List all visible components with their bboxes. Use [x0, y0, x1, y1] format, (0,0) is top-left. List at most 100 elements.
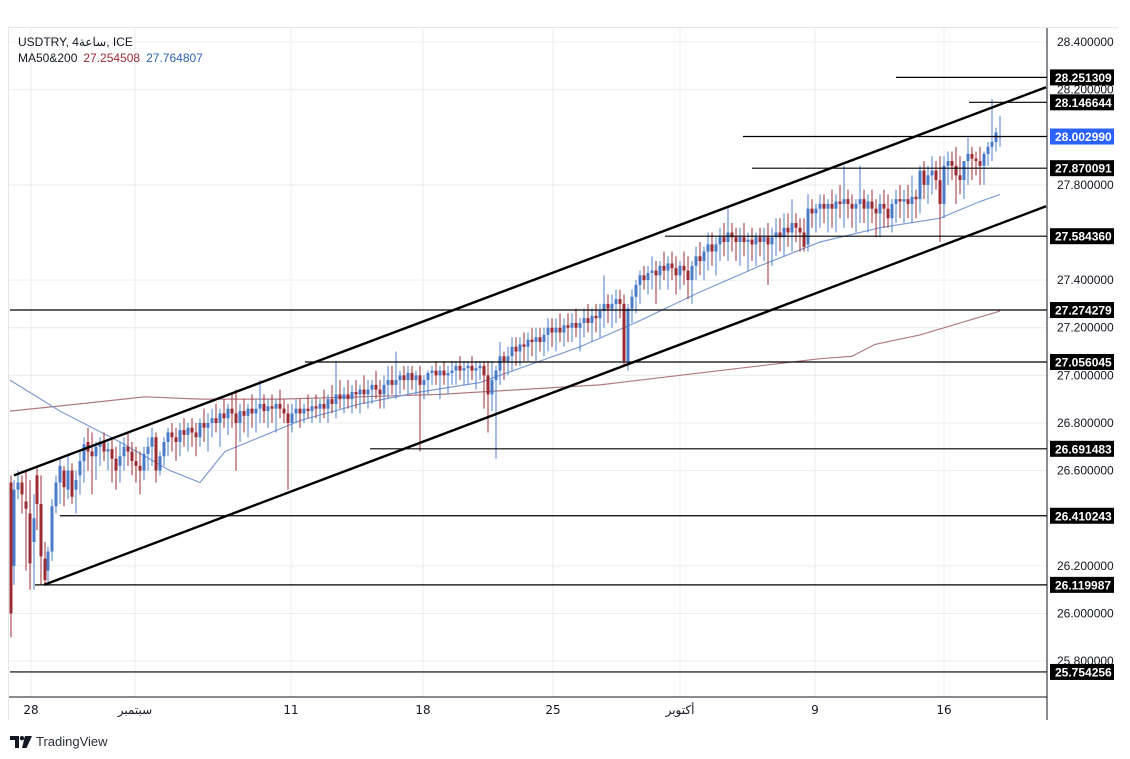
- tradingview-brand[interactable]: TradingView: [10, 734, 108, 749]
- candle-body: [970, 153, 974, 159]
- candle: [870, 189, 874, 223]
- candle-body: [210, 418, 214, 423]
- level-label[interactable]: 27.870091: [1055, 162, 1112, 176]
- candle: [578, 318, 582, 352]
- candle: [306, 394, 310, 419]
- current-price-label[interactable]: 28.002990: [1055, 130, 1112, 144]
- candle-body: [338, 394, 342, 400]
- time-scale[interactable]: 28 سبتمبر 11 18 25 أكتوبر 9 16: [23, 702, 951, 718]
- price-tick-label: 26.800000: [1057, 416, 1114, 430]
- candle-body: [450, 370, 454, 373]
- level-label-bg[interactable]: [1050, 507, 1114, 524]
- candle: [906, 184, 910, 219]
- trend-channel[interactable]: [13, 86, 1047, 586]
- level-label[interactable]: 28.251309: [1055, 71, 1112, 85]
- candle: [366, 380, 370, 409]
- candle-body: [850, 203, 854, 209]
- candle-body: [918, 170, 922, 200]
- candle-body: [722, 237, 726, 243]
- candle: [28, 480, 32, 590]
- candle: [342, 387, 346, 414]
- candle-body: [718, 237, 722, 245]
- candle: [518, 337, 522, 366]
- candle: [666, 256, 670, 290]
- level-label[interactable]: 28.146644: [1055, 96, 1112, 110]
- candle: [918, 165, 922, 214]
- candle: [526, 332, 530, 362]
- candle-body: [158, 456, 162, 471]
- candle-body: [786, 227, 790, 233]
- candle-body: [106, 449, 110, 452]
- candle-body: [746, 239, 750, 243]
- candle-body: [986, 146, 990, 154]
- candle-body: [626, 308, 630, 362]
- candle: [494, 365, 498, 459]
- candle-body: [32, 518, 36, 543]
- candle-body: [618, 299, 622, 304]
- candle: [958, 156, 962, 195]
- price-tick-label: 27.400000: [1057, 273, 1114, 287]
- candle: [866, 194, 870, 233]
- candle: [498, 342, 502, 385]
- candle-body: [350, 392, 354, 400]
- candle-body: [802, 232, 806, 247]
- level-label-bg[interactable]: [1050, 440, 1114, 457]
- candle-body: [706, 244, 710, 252]
- candle: [90, 432, 94, 495]
- candle: [254, 399, 258, 433]
- candle-body: [726, 232, 730, 243]
- price-scale[interactable]: 28.400000 28.200000 27.800000 27.400000 27.2…: [1050, 35, 1114, 680]
- level-label[interactable]: 27.274279: [1055, 304, 1112, 318]
- candle: [170, 422, 174, 452]
- level-label[interactable]: 25.754256: [1055, 665, 1112, 679]
- candle: [258, 380, 262, 423]
- candle-body: [28, 513, 32, 564]
- candle-body: [702, 251, 706, 262]
- channel-upper-line[interactable]: [13, 86, 1047, 477]
- level-label[interactable]: 26.691483: [1055, 442, 1112, 456]
- candle-body: [446, 372, 450, 376]
- candle-body: [278, 403, 282, 409]
- candle-body: [650, 270, 654, 273]
- candle-body: [838, 201, 842, 204]
- candle-body: [270, 406, 274, 409]
- level-label-bg[interactable]: [1050, 302, 1114, 319]
- candle: [122, 437, 126, 471]
- level-label[interactable]: 26.119987: [1055, 578, 1111, 592]
- candle: [874, 199, 878, 238]
- level-label-bg[interactable]: [1050, 353, 1114, 370]
- channel-lower-line[interactable]: [43, 205, 1047, 586]
- level-label[interactable]: 27.056045: [1055, 355, 1112, 369]
- candle: [490, 361, 494, 412]
- level-label-bg[interactable]: [1050, 576, 1114, 593]
- candle-body: [366, 389, 370, 395]
- current-price-label-bg[interactable]: [1050, 128, 1114, 145]
- candle: [410, 365, 414, 390]
- candle-body: [294, 408, 298, 414]
- candle-body: [58, 465, 62, 483]
- candle-body: [20, 482, 24, 495]
- candle: [290, 403, 294, 433]
- level-label[interactable]: 26.410243: [1055, 509, 1112, 523]
- candle-body: [794, 222, 798, 228]
- candle-body: [898, 199, 902, 202]
- candle: [698, 242, 702, 276]
- level-label-bg[interactable]: [1050, 160, 1114, 177]
- candle-body: [822, 203, 826, 209]
- level-label[interactable]: 27.584360: [1055, 230, 1112, 244]
- horizontal-levels[interactable]: [10, 76, 1047, 673]
- candle: [938, 156, 942, 243]
- candle-body: [122, 446, 126, 457]
- candle: [282, 399, 286, 423]
- level-label-bg[interactable]: [1050, 228, 1114, 245]
- candle: [486, 361, 490, 433]
- candle-body: [598, 311, 602, 319]
- level-label-bg[interactable]: [1050, 663, 1114, 680]
- candle-body: [526, 339, 530, 347]
- level-label-bg[interactable]: [1050, 94, 1114, 111]
- candle-body: [498, 356, 502, 371]
- level-label-bg[interactable]: [1050, 69, 1114, 86]
- candle-body: [894, 199, 898, 204]
- candle-body: [510, 346, 514, 357]
